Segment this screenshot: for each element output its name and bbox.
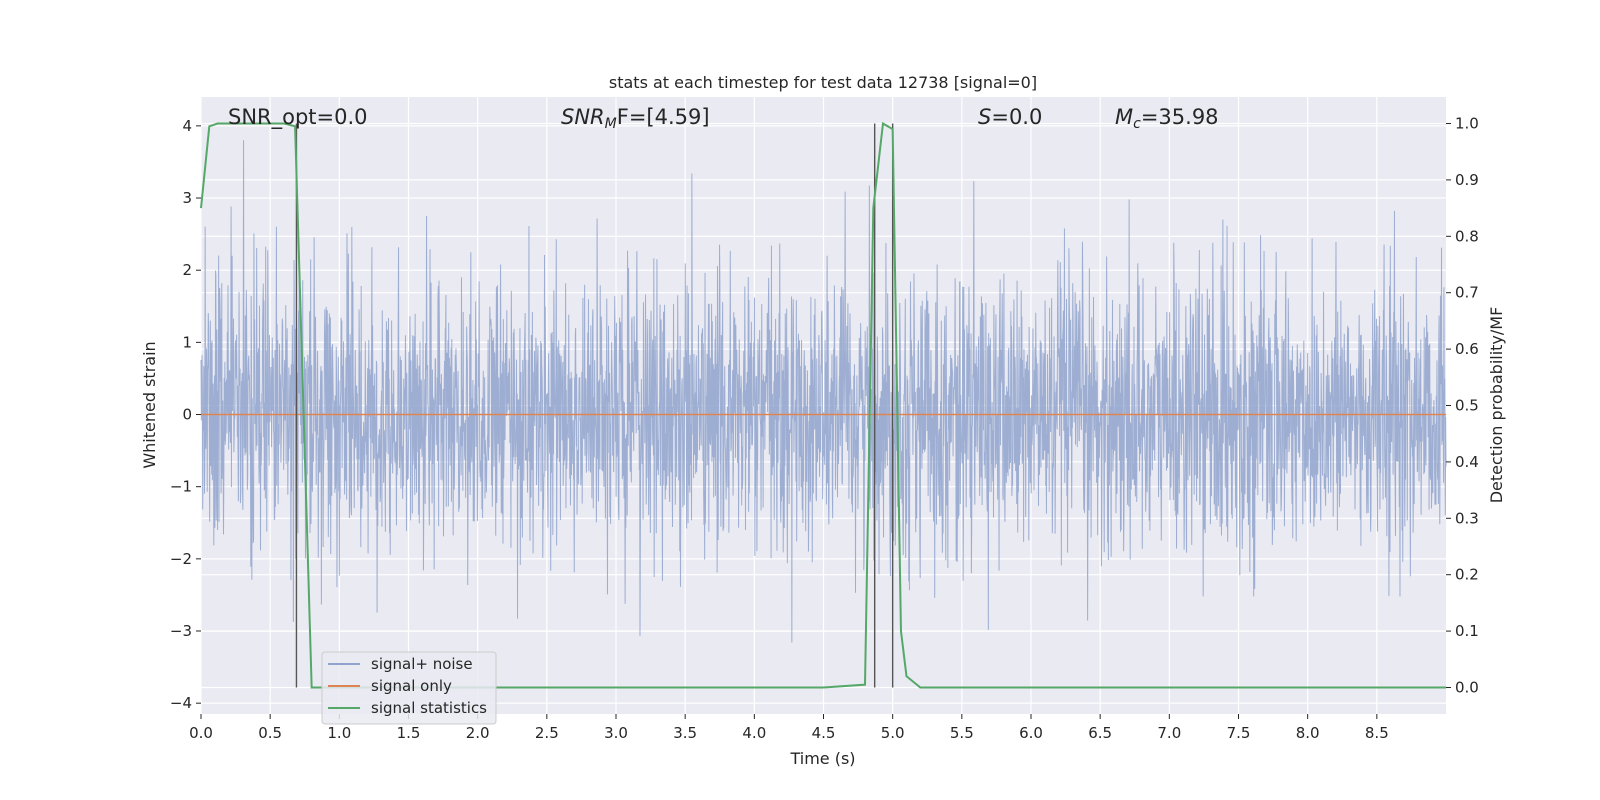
x-tick-label: 3.5: [673, 724, 697, 742]
y-right-tick-label: 0.3: [1455, 509, 1479, 527]
x-tick-label: 0.5: [258, 724, 282, 742]
x-tick-label: 8.0: [1296, 724, 1320, 742]
y-right-tick-label: 0.4: [1455, 453, 1479, 471]
legend-box: [321, 651, 497, 725]
annotation-snr-mf-rest: F=[4.59]: [617, 105, 710, 129]
y-axis-left-label: Whitened strain: [140, 341, 159, 468]
legend-label-signal-statistics: signal statistics: [371, 699, 487, 717]
annotation-s: S=0.0: [978, 105, 1042, 129]
annotation-snr-mf-base: SNR: [561, 105, 605, 129]
y-right-tick-label: 0.9: [1455, 171, 1479, 189]
y-left-tick-label: −1: [170, 478, 192, 496]
y-right-tick-label: 0.2: [1455, 566, 1479, 584]
y-right-tick-label: 0.1: [1455, 622, 1479, 640]
x-axis-ticks: 0.0 0.5 1.0 1.5 2.0 2.5 3.0 3.5 4.0 4.5 5.0 5.5 6.0 6…: [189, 714, 1389, 742]
x-tick-label: 5.0: [881, 724, 905, 742]
x-tick-label: 0.0: [189, 724, 213, 742]
x-tick-label: 7.5: [1227, 724, 1251, 742]
series-signal-noise: [200, 140, 1447, 643]
y-right-tick-label: 0.5: [1455, 397, 1479, 415]
y-left-tick-label: 3: [182, 189, 192, 207]
x-tick-label: 5.5: [950, 724, 974, 742]
legend-label-signal-only: signal only: [371, 677, 452, 695]
x-tick-label: 2.5: [535, 724, 559, 742]
y-left-tick-label: −3: [170, 622, 192, 640]
x-tick-label: 1.5: [397, 724, 421, 742]
y-left-tick-label: −4: [170, 694, 192, 712]
legend-label-signal-noise: signal+ noise: [371, 655, 473, 673]
x-tick-label: 8.5: [1365, 724, 1389, 742]
x-tick-label: 6.5: [1088, 724, 1112, 742]
x-tick-label: 2.0: [466, 724, 490, 742]
y-right-tick-label: 0.7: [1455, 284, 1479, 302]
annotation-snr-mf: SNRMF=[4.59]: [561, 105, 710, 132]
annotation-mc-base: M: [1115, 105, 1133, 129]
series-signal-statistics: [200, 121, 1446, 689]
y-left-tick-label: 2: [182, 261, 192, 279]
x-tick-label: 1.0: [327, 724, 351, 742]
signal-noise-line: [200, 140, 1447, 643]
legend: signal+ noise signal only signal statist…: [321, 651, 497, 725]
vertical-markers: [295, 123, 894, 688]
annotation-s-value: =0.0: [991, 105, 1042, 129]
x-tick-label: 4.0: [742, 724, 766, 742]
y-right-tick-label: 0.8: [1455, 227, 1479, 245]
x-axis-label: Time (s): [789, 749, 855, 768]
y-axis-left-ticks: 4 3 2 1 0 −1 −2 −3 −4: [170, 117, 201, 712]
y-axis-right-ticks: 1.0 0.9 0.8 0.7 0.6 0.5 0.4 0.3 0.2 0.1 0.0: [1446, 115, 1479, 696]
chart-title: stats at each timestep for test data 127…: [609, 73, 1037, 92]
annotation-snr-mf-sub: M: [605, 116, 617, 132]
signal-statistics-line: [200, 121, 1446, 689]
x-tick-label: 6.0: [1019, 724, 1043, 742]
y-left-tick-label: −2: [170, 550, 192, 568]
x-tick-label: 3.0: [604, 724, 628, 742]
y-left-tick-label: 1: [182, 333, 192, 351]
y-left-tick-label: 4: [182, 117, 192, 135]
annotation-s-label: S: [978, 105, 991, 129]
y-right-tick-label: 0.6: [1455, 340, 1479, 358]
annotation-mc: Mc=35.98: [1115, 105, 1219, 132]
annotation-mc-value: =35.98: [1141, 105, 1219, 129]
y-right-tick-label: 0.0: [1455, 678, 1479, 696]
annotation-mc-sub: c: [1133, 116, 1141, 132]
y-right-tick-label: 1.0: [1455, 115, 1479, 133]
y-left-tick-label: 0: [182, 406, 192, 424]
annotation-snr-opt: SNR_opt=0.0: [228, 105, 368, 130]
x-tick-label: 7.0: [1157, 724, 1181, 742]
x-tick-label: 4.5: [812, 724, 836, 742]
y-axis-right-label: Detection probability/MF: [1487, 307, 1506, 504]
